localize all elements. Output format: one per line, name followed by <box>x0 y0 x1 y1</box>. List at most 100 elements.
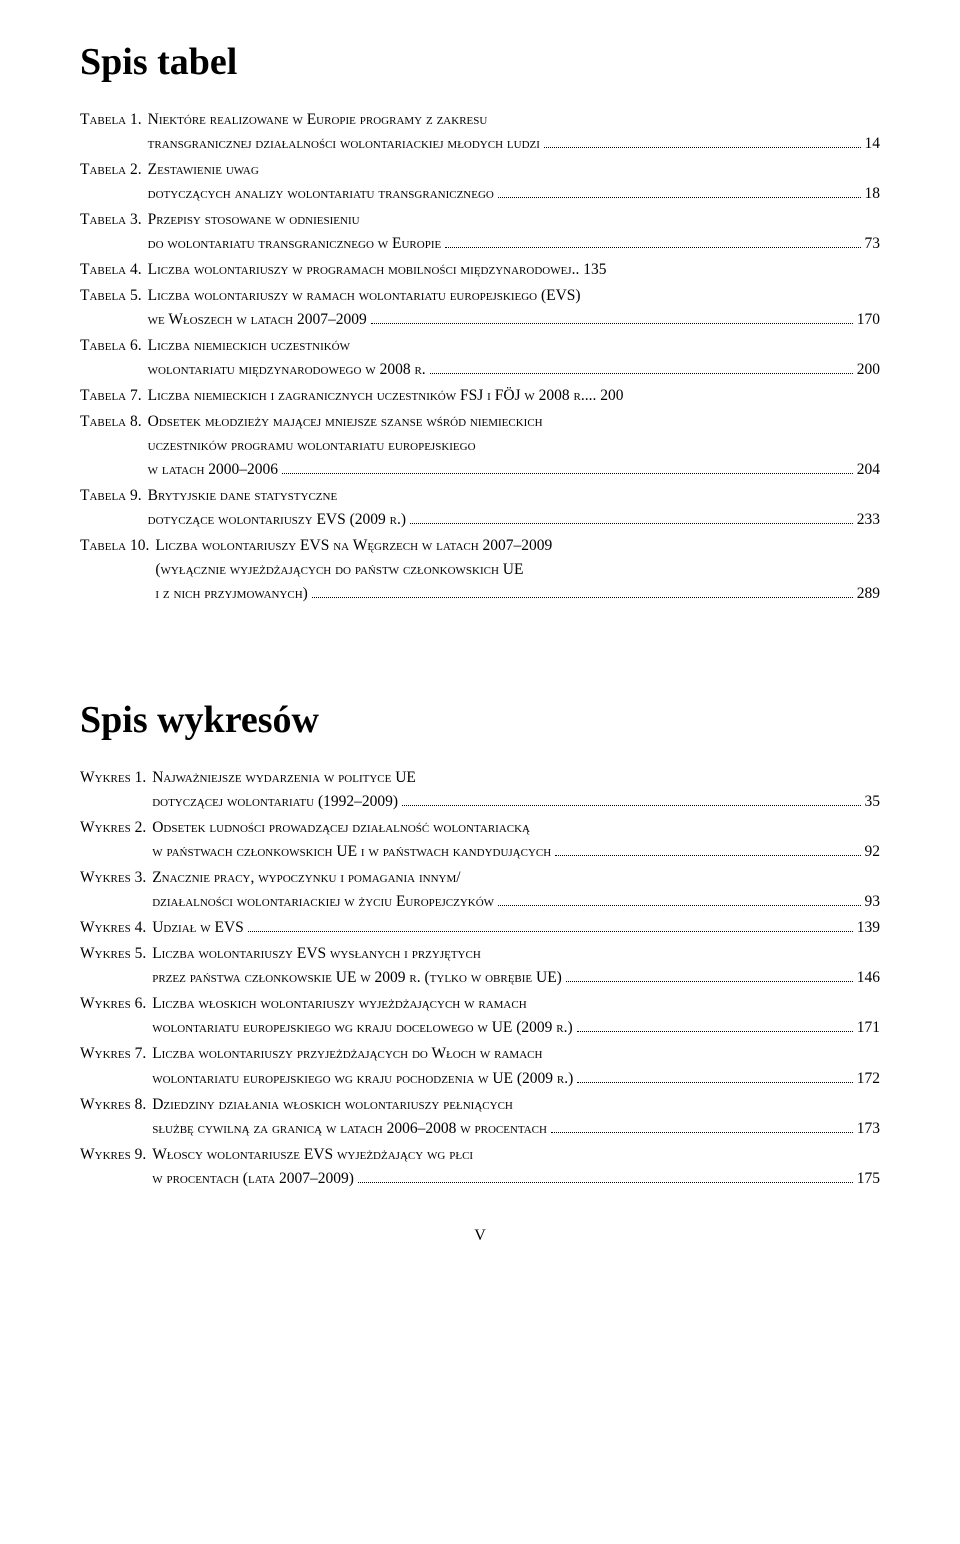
table-entry: Tabela 4.Liczba wolontariuszy w programa… <box>80 258 880 282</box>
chart-entry: Wykres 3.Znacznie pracy, wypoczynku i po… <box>80 866 880 914</box>
table-body: Niektóre realizowane w Europie programy … <box>148 108 880 156</box>
table-page: 289 <box>857 582 880 606</box>
table-label: Tabela 4. <box>80 258 148 282</box>
table-text: do wolontariatu transgranicznego w Europ… <box>148 232 442 256</box>
table-label: Tabela 8. <box>80 410 148 434</box>
table-page: 73 <box>865 232 881 256</box>
table-label: Tabela 2. <box>80 158 148 182</box>
table-text: Liczba wolontariuszy w ramach wolontaria… <box>148 284 581 308</box>
table-page: 200 <box>857 358 880 382</box>
table-page: 170 <box>857 308 880 332</box>
table-text: Odsetek młodzieży mającej mniejsze szans… <box>148 410 543 434</box>
charts-heading: Spis wykresów <box>80 698 880 742</box>
table-entry: Tabela 5.Liczba wolontariuszy w ramach w… <box>80 284 880 332</box>
table-entry: Tabela 1.Niektóre realizowane w Europie … <box>80 108 880 156</box>
chart-body: Włoscy wolontariusze EVS wyjeżdżający wg… <box>152 1143 880 1191</box>
table-entry: Tabela 7.Liczba niemieckich i zagraniczn… <box>80 384 880 408</box>
table-entry: Tabela 2.Zestawienie uwagdotyczących ana… <box>80 158 880 206</box>
table-text: Liczba wolontariuszy EVS na Węgrzech w l… <box>155 534 552 558</box>
table-page: 233 <box>857 508 880 532</box>
chart-label: Wykres 8. <box>80 1093 152 1117</box>
chart-text: w państwach członkowskich UE i w państwa… <box>152 840 551 864</box>
chart-entry: Wykres 4.Udział w EVS139 <box>80 916 880 940</box>
leader-dots <box>371 310 853 324</box>
chart-page: 35 <box>865 790 881 814</box>
table-text: (wyłącznie wyjeżdżających do państw czło… <box>155 558 523 582</box>
leader-dots <box>551 1119 853 1133</box>
page-number: V <box>80 1227 880 1245</box>
table-page: ... 200 <box>585 384 624 408</box>
leader-dots <box>358 1169 853 1183</box>
leader-dots <box>566 969 853 983</box>
chart-text: przez państwa członkowskie UE w 2009 r. … <box>152 966 562 990</box>
chart-page: 139 <box>857 916 880 940</box>
chart-page: 175 <box>857 1167 880 1191</box>
table-body: Liczba wolontariuszy w ramach wolontaria… <box>148 284 880 332</box>
table-text: Liczba niemieckich i zagranicznych uczes… <box>148 384 585 408</box>
leader-dots <box>402 792 860 806</box>
table-text: Liczba niemieckich uczestników <box>148 334 350 358</box>
chart-text: Udział w EVS <box>152 916 244 940</box>
leader-dots <box>555 842 860 856</box>
table-text: Liczba wolontariuszy w programach mobiln… <box>148 258 572 282</box>
table-entry: Tabela 10.Liczba wolontariuszy EVS na Wę… <box>80 534 880 606</box>
chart-entry: Wykres 7.Liczba wolontariuszy przyjeżdża… <box>80 1042 880 1090</box>
chart-label: Wykres 1. <box>80 766 152 790</box>
table-text: i z nich przyjmowanych) <box>155 582 307 606</box>
chart-label: Wykres 6. <box>80 992 152 1016</box>
chart-text: Liczba włoskich wolontariuszy wyjeżdżają… <box>152 992 526 1016</box>
chart-label: Wykres 9. <box>80 1143 152 1167</box>
table-entry: Tabela 9.Brytyjskie dane statystycznedot… <box>80 484 880 532</box>
table-text: Przepisy stosowane w odniesieniu <box>148 208 360 232</box>
table-body: Liczba niemieckich i zagranicznych uczes… <box>148 384 880 408</box>
chart-entry: Wykres 2.Odsetek ludności prowadzącej dz… <box>80 816 880 864</box>
chart-body: Udział w EVS 139 <box>152 916 880 940</box>
leader-dots <box>445 234 860 248</box>
chart-page: 173 <box>857 1117 880 1141</box>
table-label: Tabela 6. <box>80 334 148 358</box>
charts-list: Wykres 1.Najważniejsze wydarzenia w poli… <box>80 766 880 1190</box>
table-page: 18 <box>865 182 881 206</box>
table-body: Odsetek młodzieży mającej mniejsze szans… <box>148 410 880 482</box>
table-text: dotyczące wolontariuszy EVS (2009 r.) <box>148 508 406 532</box>
table-text: dotyczących analizy wolontariatu transgr… <box>148 182 494 206</box>
chart-label: Wykres 3. <box>80 866 152 890</box>
chart-entry: Wykres 1.Najważniejsze wydarzenia w poli… <box>80 766 880 814</box>
leader-dots <box>282 460 853 474</box>
table-text: we Włoszech w latach 2007–2009 <box>148 308 367 332</box>
chart-label: Wykres 2. <box>80 816 152 840</box>
tables-heading: Spis tabel <box>80 40 880 84</box>
table-label: Tabela 5. <box>80 284 148 308</box>
table-text: Niektóre realizowane w Europie programy … <box>148 108 488 132</box>
tables-list: Tabela 1.Niektóre realizowane w Europie … <box>80 108 880 606</box>
table-entry: Tabela 6.Liczba niemieckich uczestnikóww… <box>80 334 880 382</box>
chart-label: Wykres 7. <box>80 1042 152 1066</box>
table-label: Tabela 10. <box>80 534 155 558</box>
chart-page: 92 <box>865 840 881 864</box>
chart-body: Liczba wolontariuszy EVS wysłanych i prz… <box>152 942 880 990</box>
table-body: Liczba niemieckich uczestnikówwolontaria… <box>148 334 880 382</box>
chart-text: wolontariatu europejskiego wg kraju poch… <box>152 1067 573 1091</box>
chart-text: Najważniejsze wydarzenia w polityce UE <box>152 766 416 790</box>
table-page: 14 <box>865 132 881 156</box>
chart-text: Liczba wolontariuszy EVS wysłanych i prz… <box>152 942 481 966</box>
table-label: Tabela 3. <box>80 208 148 232</box>
table-text: uczestników programu wolontariatu europe… <box>148 434 476 458</box>
leader-dots <box>544 134 861 148</box>
chart-text: wolontariatu europejskiego wg kraju doce… <box>152 1016 572 1040</box>
chart-page: 171 <box>857 1016 880 1040</box>
chart-body: Liczba wolontariuszy przyjeżdżających do… <box>152 1042 880 1090</box>
leader-dots <box>312 584 853 598</box>
table-body: Brytyjskie dane statystycznedotyczące wo… <box>148 484 880 532</box>
chart-body: Liczba włoskich wolontariuszy wyjeżdżają… <box>152 992 880 1040</box>
chart-entry: Wykres 6.Liczba włoskich wolontariuszy w… <box>80 992 880 1040</box>
chart-entry: Wykres 8.Dziedziny działania włoskich wo… <box>80 1093 880 1141</box>
leader-dots <box>498 184 861 198</box>
chart-page: 93 <box>865 890 881 914</box>
chart-text: Znacznie pracy, wypoczynku i pomagania i… <box>152 866 460 890</box>
table-label: Tabela 7. <box>80 384 148 408</box>
chart-text: w procentach (lata 2007–2009) <box>152 1167 354 1191</box>
leader-dots <box>410 510 853 524</box>
table-body: Przepisy stosowane w odniesieniudo wolon… <box>148 208 880 256</box>
chart-entry: Wykres 5.Liczba wolontariuszy EVS wysłan… <box>80 942 880 990</box>
